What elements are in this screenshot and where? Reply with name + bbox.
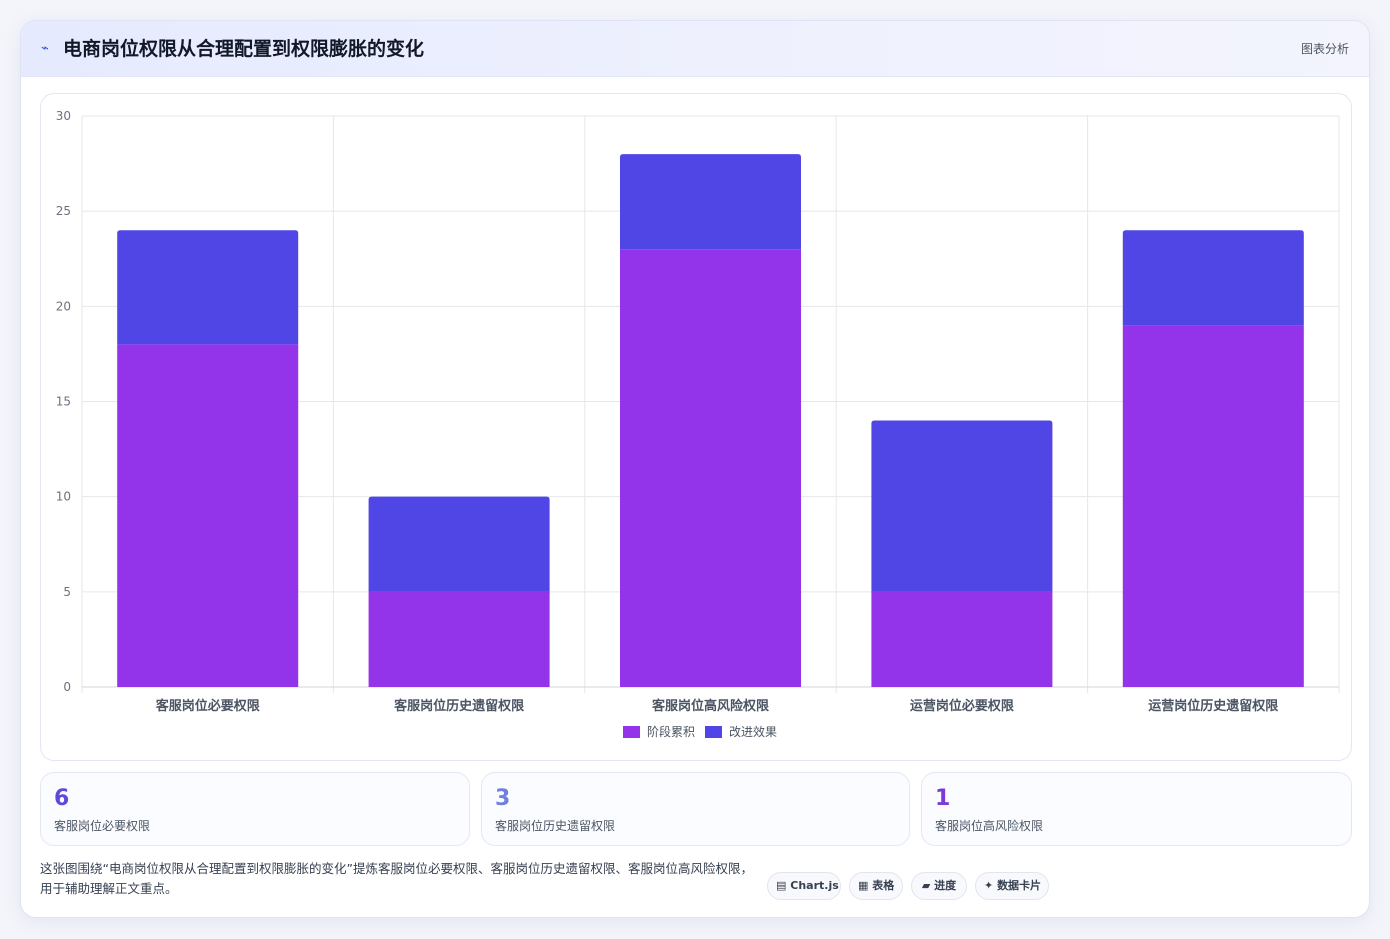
progress-icon: ▰	[921, 879, 931, 892]
y-tick-label: 0	[63, 680, 71, 694]
x-tick-label: 运营岗位必要权限	[910, 698, 1015, 714]
x-tick-label: 运营岗位历史遗留权限	[1148, 698, 1279, 714]
bar-segment	[619, 154, 802, 250]
pill-progress[interactable]: ▰ 进度	[911, 872, 967, 900]
chart-panel: 0 5 10 15 20 25 30 客服岗位必要权限 客服岗位历史遗留权限 客服岗位高风险权限 运…	[40, 93, 1352, 761]
legend-swatch	[705, 726, 722, 738]
x-tick-label: 客服岗位高风险权限	[652, 698, 770, 714]
bar-segment	[871, 591, 1053, 687]
x-tick-label: 客服岗位历史遗留权限	[394, 698, 525, 714]
table-icon: ▦	[858, 879, 869, 892]
stat-value: 6	[54, 786, 70, 811]
legend-label: 改进效果	[729, 724, 777, 739]
stat-label: 客服岗位历史遗留权限	[495, 819, 616, 833]
stacked-bar-chart: 0 5 10 15 20 25 30 客服岗位必要权限 客服岗位历史遗留权限 客服岗位高风险权限 运…	[56, 109, 1340, 739]
stat-card-2: 3 客服岗位历史遗留权限	[481, 772, 910, 846]
y-tick-label: 30	[56, 109, 71, 123]
bar-segment	[117, 344, 299, 687]
chart-description: 这张图围绕“电商岗位权限从合理配置到权限膨胀的变化”提炼客服岗位必要权限、客服岗…	[40, 861, 753, 896]
bar-segment	[1122, 230, 1304, 326]
stat-card-3: 1 客服岗位高风险权限	[921, 772, 1352, 846]
stat-card-1: 6 客服岗位必要权限	[40, 772, 470, 846]
chart-icon: ▤	[776, 879, 787, 892]
y-tick-label: 5	[63, 585, 71, 599]
pill-label: 表格	[872, 879, 895, 892]
stat-value: 1	[935, 786, 951, 811]
bar-segment	[368, 591, 550, 687]
bar-segment	[871, 420, 1053, 592]
page-title: 电商岗位权限从合理配置到权限膨胀的变化	[63, 38, 425, 60]
legend-label: 阶段累积	[647, 724, 695, 739]
pill-label: 数据卡片	[997, 879, 1042, 892]
pill-label: Chart.js	[790, 879, 839, 892]
stat-value: 3	[495, 786, 511, 811]
pill-data-card[interactable]: ✦ 数据卡片	[975, 872, 1049, 900]
y-tick-label: 15	[56, 395, 71, 409]
pill-chartjs[interactable]: ▤ Chart.js	[767, 872, 841, 900]
card-header: ⌁ 电商岗位权限从合理配置到权限膨胀的变化 图表分析	[21, 21, 1369, 77]
pulse-icon: ⌁	[41, 41, 49, 56]
bar-segment	[1122, 325, 1304, 687]
chart-card: ⌁ 电商岗位权限从合理配置到权限膨胀的变化 图表分析 0 5 10 15 20 25 30 客…	[20, 20, 1370, 918]
legend-swatch	[623, 726, 640, 738]
y-tick-label: 25	[56, 204, 71, 218]
bar-segment	[117, 230, 299, 345]
stat-label: 客服岗位必要权限	[54, 819, 151, 833]
pill-table[interactable]: ▦ 表格	[849, 872, 903, 900]
stat-label: 客服岗位高风险权限	[935, 819, 1044, 833]
y-tick-label: 10	[56, 490, 71, 504]
bar-segment	[368, 496, 550, 592]
x-tick-label: 客服岗位必要权限	[156, 698, 261, 714]
y-tick-label: 20	[56, 299, 71, 313]
pill-label: 进度	[934, 879, 957, 892]
chart-analysis-tag: 图表分析	[1300, 42, 1349, 56]
bar-segment	[619, 249, 802, 687]
sparkle-icon: ✦	[984, 879, 994, 892]
